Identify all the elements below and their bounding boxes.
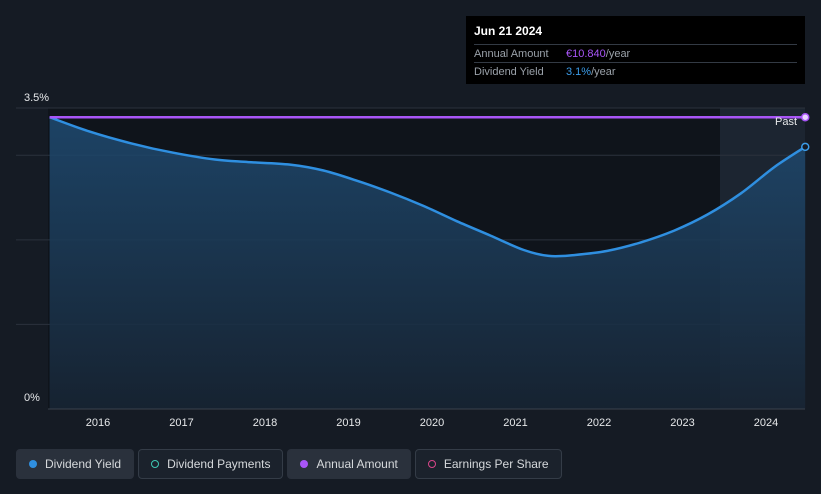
tooltip-dividend-yield-value: 3.1%	[566, 65, 592, 78]
legend-earnings-per-share[interactable]: Earnings Per Share	[414, 449, 562, 479]
legend-dot-icon	[427, 460, 436, 468]
x-tick-label: 2023	[670, 417, 694, 429]
tooltip-row-annual-amount: Annual Amount €10.840 /year	[474, 44, 797, 62]
dividend-yield-end-marker	[800, 142, 810, 152]
legend-dividend-payments[interactable]: Dividend Payments	[138, 449, 284, 479]
x-tick-label: 2021	[503, 417, 527, 429]
legend-dot-icon	[300, 460, 309, 468]
tooltip-dividend-yield-label: Dividend Yield	[474, 65, 544, 78]
legend: Dividend Yield Dividend Payments Annual …	[16, 449, 562, 479]
tooltip-row-dividend-yield: Dividend Yield 3.1% /year	[474, 62, 797, 80]
x-tick-label: 2020	[420, 417, 444, 429]
tooltip-annual-amount-value: €10.840	[566, 47, 606, 60]
yield-area	[49, 117, 806, 409]
x-tick-label: 2022	[587, 417, 611, 429]
x-tick-label: 2024	[754, 417, 778, 429]
legend-label: Dividend Payments	[167, 457, 271, 471]
dividend-yield-line	[49, 116, 806, 258]
legend-dot-icon	[29, 460, 37, 468]
tooltip-date: Jun 21 2024	[474, 24, 543, 38]
y-tick-max: 3.5%	[24, 92, 49, 104]
tooltip-annual-amount-unit: /year	[605, 47, 631, 60]
y-tick-min: 0%	[24, 392, 40, 404]
legend-dot-icon	[151, 460, 160, 468]
x-tick-label: 2017	[169, 417, 193, 429]
legend-label: Dividend Yield	[45, 457, 122, 471]
legend-annual-amount[interactable]: Annual Amount	[287, 449, 411, 479]
tooltip-dividend-yield-unit: /year	[591, 65, 616, 78]
legend-label: Earnings Per Share	[443, 457, 549, 471]
past-label: Past	[775, 116, 797, 128]
x-tick-label: 2019	[336, 417, 360, 429]
tooltip: Jun 21 2024 Annual Amount €10.840 /year …	[466, 16, 805, 84]
x-axis-ticks: 2016 2017 2018 2019 2020 2021 2022 2023 2024	[86, 417, 778, 429]
legend-label: Annual Amount	[316, 457, 398, 471]
annual-amount-end-marker	[800, 112, 810, 122]
tooltip-annual-amount-label: Annual Amount	[474, 47, 549, 60]
x-tick-label: 2018	[253, 417, 277, 429]
legend-dividend-yield[interactable]: Dividend Yield	[16, 449, 135, 479]
x-tick-label: 2016	[86, 417, 110, 429]
